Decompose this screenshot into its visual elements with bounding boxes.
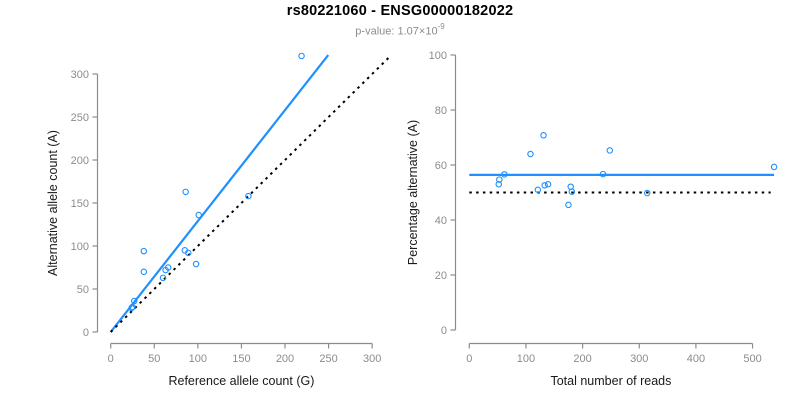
allele-counts-x-tick-label: 150 xyxy=(232,353,250,365)
allele-counts-y-tick-label: 50 xyxy=(77,284,89,296)
percentage-alternative-x-tick-label: 0 xyxy=(466,353,472,365)
allele-counts-y-tick-label: 150 xyxy=(71,198,89,210)
allele-counts-y-tick-label: 0 xyxy=(83,327,89,339)
allele-counts-data-point xyxy=(192,260,200,268)
percentage-alternative-data-point xyxy=(643,189,651,197)
allele-counts-data-point xyxy=(182,188,189,196)
allele-counts-data-point xyxy=(130,297,138,305)
pvalue-label: p-value: xyxy=(355,25,395,38)
percentage-alternative-data-point xyxy=(495,181,503,188)
percentage-alternative-data-point xyxy=(606,147,614,154)
allele-counts-x-tick-label: 100 xyxy=(189,353,207,365)
percentage-alternative-data-point xyxy=(527,150,534,158)
allele-counts-identity-line xyxy=(109,56,390,333)
percentage-alternative-x-tick-label: 200 xyxy=(573,353,591,365)
allele-counts-plot: 0 50 100 150 200 250 300 0 50 100 150 200 250 300 Refe… xyxy=(46,52,390,388)
percentage-alternative-data-point xyxy=(568,188,576,195)
percentage-alternative-x-tick-label: 500 xyxy=(743,353,761,365)
percentage-alternative-plot: 0 20 40 60 80 100 0 100 200 300 400 500 Total number… xyxy=(406,50,778,388)
percentage-alternative-y-tick-label: 20 xyxy=(435,270,447,282)
percentage-alternative-data-point xyxy=(541,182,548,189)
percentage-alternative-x-tick-label: 100 xyxy=(517,353,535,365)
percentage-alternative-data-point xyxy=(496,176,503,183)
allele-counts-y-axis-title: Alternative allele count (A) xyxy=(46,130,60,276)
allele-counts-x-tick-label: 50 xyxy=(148,353,160,365)
figure-title: rs80221060 - ENSG00000182022 xyxy=(286,3,514,19)
percentage-alternative-data-point xyxy=(534,186,542,194)
allele-counts-data-point xyxy=(159,274,167,282)
percentage-alternative-data-point xyxy=(540,132,547,139)
pvalue-exponent: -9 xyxy=(437,22,445,31)
percentage-alternative-y-tick-label: 60 xyxy=(435,160,447,172)
allele-counts-data-point xyxy=(195,211,202,219)
allele-counts-regression-line xyxy=(109,54,330,333)
percentage-alternative-data-point xyxy=(565,201,572,209)
percentage-alternative-y-axis-title: Percentage alternative (A) xyxy=(406,120,420,265)
percentage-alternative-y-tick-label: 100 xyxy=(429,50,447,62)
allele-counts-data-point xyxy=(140,247,148,255)
allele-counts-data-point xyxy=(128,304,135,312)
allele-counts-x-tick-label: 0 xyxy=(108,353,114,365)
allele-counts-x-tick-label: 250 xyxy=(319,353,337,365)
allele-counts-data-point xyxy=(129,303,136,311)
percentage-alternative-x-tick-label: 300 xyxy=(630,353,648,365)
percentage-alternative-data-point xyxy=(599,170,607,178)
percentage-alternative-y-tick-label: 80 xyxy=(435,105,447,117)
allele-counts-data-point xyxy=(185,249,192,257)
percentage-alternative-data-point xyxy=(544,181,552,188)
percentage-alternative-y-tick-label: 0 xyxy=(441,325,447,337)
pvalue-value: 1.07×10 xyxy=(397,25,438,38)
allele-counts-data-point xyxy=(298,52,305,60)
allele-counts-data-point xyxy=(245,192,252,200)
allele-counts-y-tick-label: 250 xyxy=(71,112,89,124)
percentage-alternative-x-axis-title: Total number of reads xyxy=(550,374,671,388)
figure-subtitle: p-value: 1.07×10-9 xyxy=(0,22,800,38)
allele-counts-data-point xyxy=(164,264,172,271)
percentage-alternative-y-tick-label: 40 xyxy=(435,215,447,227)
allele-counts-y-tick-label: 200 xyxy=(71,155,89,167)
allele-counts-data-point xyxy=(140,268,148,276)
percentage-alternative-data-point xyxy=(501,171,508,178)
percentage-alternative-x-tick-label: 400 xyxy=(687,353,705,365)
allele-counts-x-axis-title: Reference allele count (G) xyxy=(168,374,314,388)
allele-counts-x-tick-label: 200 xyxy=(276,353,294,365)
allele-counts-x-tick-label: 300 xyxy=(363,353,381,365)
percentage-alternative-data-point xyxy=(770,163,778,171)
allele-counts-y-tick-label: 100 xyxy=(71,241,89,253)
allele-counts-y-tick-label: 300 xyxy=(71,69,89,81)
